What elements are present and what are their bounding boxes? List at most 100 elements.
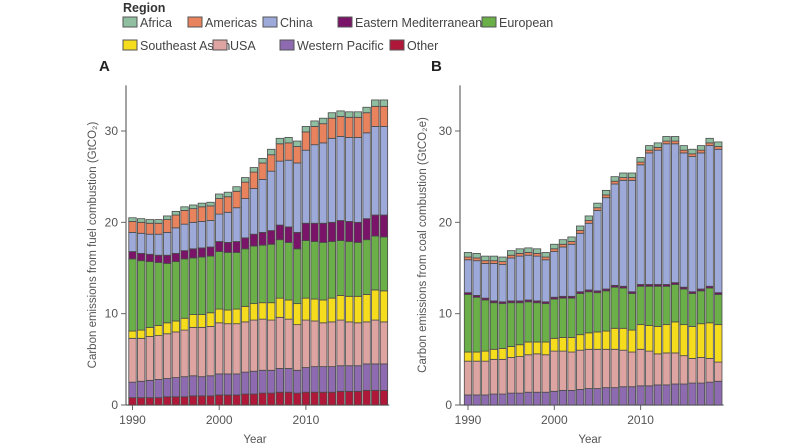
bar-usa-2015 [679,355,688,385]
bar-european-2016 [353,242,363,297]
bar-africa-2011 [645,145,654,151]
bar-other-2008 [284,391,293,406]
legend-swatch [122,39,138,51]
bar-western-pacific-2001 [223,373,232,396]
bar-eastern-mediterranean-1990 [128,251,137,260]
bar-americas-2006 [267,154,276,172]
bar-africa-2012 [319,117,328,125]
bar-americas-2016 [688,153,697,157]
bar-southeast-asian-1996 [180,317,189,331]
legend-label: European [499,16,553,30]
bar-china-2015 [679,152,688,288]
bar-southeast-asian-2008 [619,327,628,351]
bar-southeast-asian-2002 [567,337,576,353]
bar-western-pacific-1994 [498,393,507,406]
bar-european-2000 [550,298,559,339]
bar-usa-1994 [498,358,507,395]
bar-usa-2005 [258,318,267,371]
bar-china-2012 [653,149,662,285]
bar-southeast-asian-2000 [215,308,224,324]
bar-western-pacific-2008 [284,368,293,393]
bar-china-2009 [627,179,637,293]
bar-southeast-asian-2011 [645,325,654,352]
bar-stack-2006 [601,189,611,406]
bar-western-pacific-2009 [293,369,302,394]
bar-southeast-asian-2009 [627,329,637,353]
bar-western-pacific-2018 [705,381,714,406]
bar-western-pacific-2016 [353,365,363,392]
bar-usa-2005 [593,348,602,389]
bar-usa-1997 [189,326,198,377]
bar-western-pacific-1994 [163,378,172,398]
bar-usa-1998 [532,353,542,393]
bar-southeast-asian-2019 [379,290,389,323]
bar-southeast-asian-2017 [696,323,706,358]
bar-usa-2006 [267,319,276,371]
bar-western-pacific-1997 [524,391,533,406]
legend-swatch [279,39,295,51]
bar-southeast-asian-1997 [524,341,533,356]
bar-americas-1991 [137,221,146,234]
bar-southeast-asian-2012 [653,326,662,355]
bar-european-1990 [463,294,473,353]
bar-china-2001 [223,211,232,243]
bar-european-2000 [215,251,224,310]
bar-africa-2013 [662,136,671,142]
bar-european-1993 [154,262,163,326]
bar-africa-1999 [206,201,215,207]
bar-china-2018 [371,126,380,216]
bar-china-2008 [619,179,628,287]
bar-usa-2014 [671,352,680,385]
bar-usa-1991 [472,360,481,396]
bar-china-2016 [353,136,363,223]
bar-usa-2011 [310,320,319,368]
bar-european-2017 [696,290,706,325]
bar-africa-2007 [275,137,285,145]
bar-africa-2002 [232,186,241,192]
bar-americas-1993 [489,260,499,264]
bar-eastern-mediterranean-2011 [310,222,319,242]
bar-usa-1996 [515,356,524,394]
bar-western-pacific-2005 [593,388,602,406]
bar-eastern-mediterranean-2009 [293,231,302,250]
bar-americas-1999 [541,256,550,261]
bar-western-pacific-2003 [576,389,585,406]
bar-africa-2013 [327,112,337,119]
bar-european-1991 [472,296,481,353]
bar-western-pacific-2004 [249,370,259,395]
bar-eastern-mediterranean-2018 [371,214,380,237]
bar-western-pacific-1993 [489,393,499,406]
bar-european-2009 [627,293,637,331]
bar-western-pacific-2012 [319,366,328,393]
bar-usa-1998 [197,326,206,378]
bar-china-1997 [524,254,533,301]
bar-european-2004 [249,245,259,305]
bar-china-2010 [301,149,311,224]
bar-other-2009 [293,392,302,406]
bar-africa-1991 [472,252,481,259]
bar-americas-1997 [524,252,533,256]
bar-southeast-asian-2000 [550,337,559,352]
bar-usa-1999 [541,354,550,393]
bar-western-pacific-2005 [258,369,267,394]
bar-western-pacific-2015 [679,383,688,406]
bar-china-2004 [249,188,259,235]
legend-swatch [262,16,278,28]
bar-stack-2016 [353,111,363,406]
bar-stack-1998 [532,248,542,406]
bar-other-2015 [345,390,354,406]
bar-usa-2017 [362,321,371,365]
bar-european-1994 [163,263,172,324]
bar-western-pacific-1990 [463,394,473,406]
y-tick-label: 20 [439,215,453,229]
bar-china-2006 [601,197,611,290]
bar-southeast-asian-2005 [593,331,602,350]
bar-european-1996 [180,258,189,319]
bar-western-pacific-1999 [541,391,550,406]
bar-european-1998 [197,256,206,315]
bar-africa-2014 [671,136,680,142]
bar-western-pacific-2018 [371,363,380,391]
bar-china-1994 [498,263,507,303]
bar-americas-2019 [714,146,723,150]
bar-stack-2011 [645,145,654,406]
